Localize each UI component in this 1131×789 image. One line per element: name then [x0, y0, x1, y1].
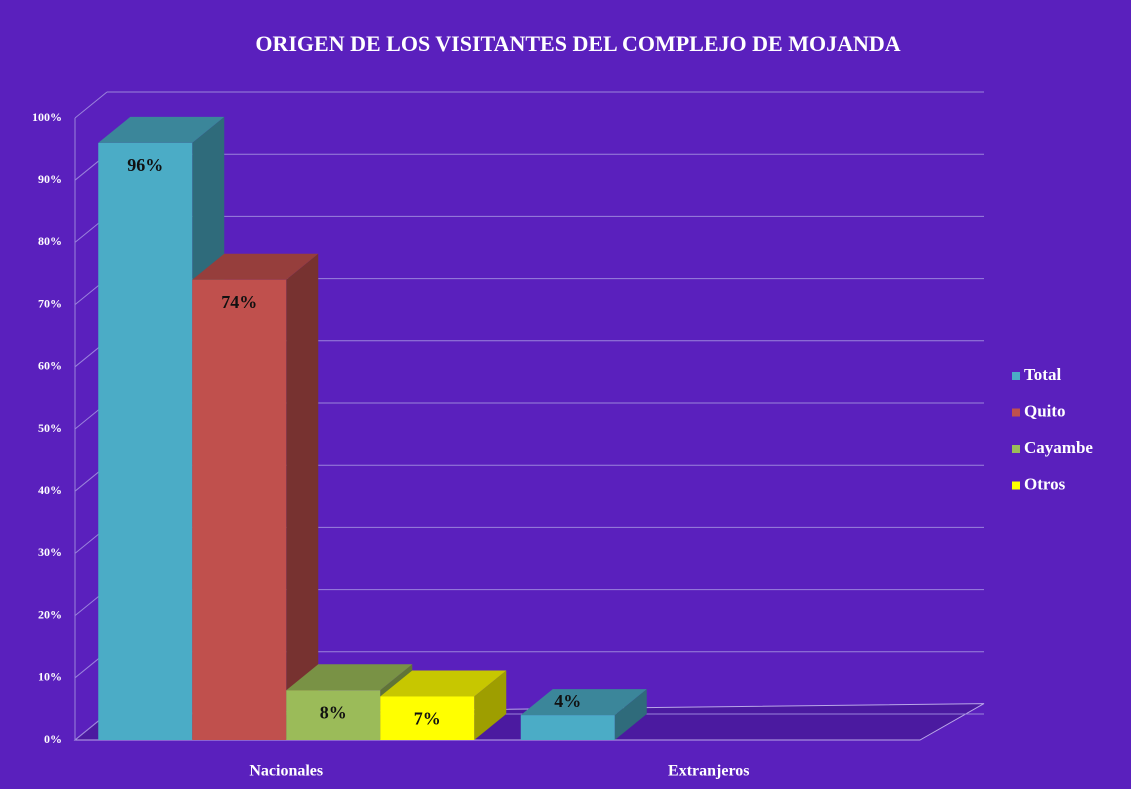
data-label: 8%	[320, 702, 347, 722]
y-tick-label: 100%	[32, 110, 62, 124]
bar	[520, 689, 647, 740]
bar-front	[380, 696, 475, 740]
bar-front	[192, 279, 287, 740]
bar-side	[474, 670, 507, 740]
y-tick-label: 70%	[38, 296, 62, 310]
x-tick-label: Nacionales	[249, 763, 323, 780]
legend-swatch	[1012, 408, 1020, 417]
legend-swatch	[1012, 445, 1020, 453]
y-tick-label: 80%	[38, 234, 62, 248]
bar-front	[286, 690, 381, 740]
chart-title: ORIGEN DE LOS VISITANTES DEL COMPLEJO DE…	[255, 31, 900, 56]
legend-label: Total	[1024, 365, 1061, 384]
y-tick-label: 20%	[38, 607, 62, 621]
wall-tick	[74, 91, 108, 119]
bar-top	[192, 253, 319, 280]
y-tick-label: 30%	[38, 545, 62, 559]
y-tick-label: 90%	[38, 172, 62, 186]
bar-top	[520, 689, 647, 716]
y-tick-label: 40%	[38, 483, 62, 497]
legend-label: Cayambe	[1024, 438, 1093, 457]
bar	[192, 253, 319, 740]
bar-top	[286, 664, 413, 691]
data-label: 74%	[221, 292, 257, 312]
y-tick-label: 60%	[38, 359, 62, 373]
bar	[380, 670, 507, 740]
y-tick-label: 0%	[44, 732, 62, 746]
data-label: 96%	[127, 155, 163, 175]
bar-side	[614, 689, 647, 740]
legend-label: Otros	[1024, 474, 1066, 493]
legend-label: Quito	[1024, 401, 1066, 420]
bar-front	[98, 142, 193, 740]
bar-front	[520, 715, 615, 740]
bar-side	[286, 253, 319, 740]
legend-swatch	[1012, 481, 1020, 490]
y-tick-label: 10%	[38, 670, 62, 684]
legend-swatch	[1012, 372, 1020, 380]
bar-top	[98, 116, 225, 143]
data-label: 7%	[414, 709, 441, 729]
bar-top	[380, 670, 507, 697]
data-label: 4%	[554, 691, 581, 711]
y-tick-label: 50%	[38, 421, 62, 435]
x-tick-label: Extranjeros	[668, 763, 749, 780]
